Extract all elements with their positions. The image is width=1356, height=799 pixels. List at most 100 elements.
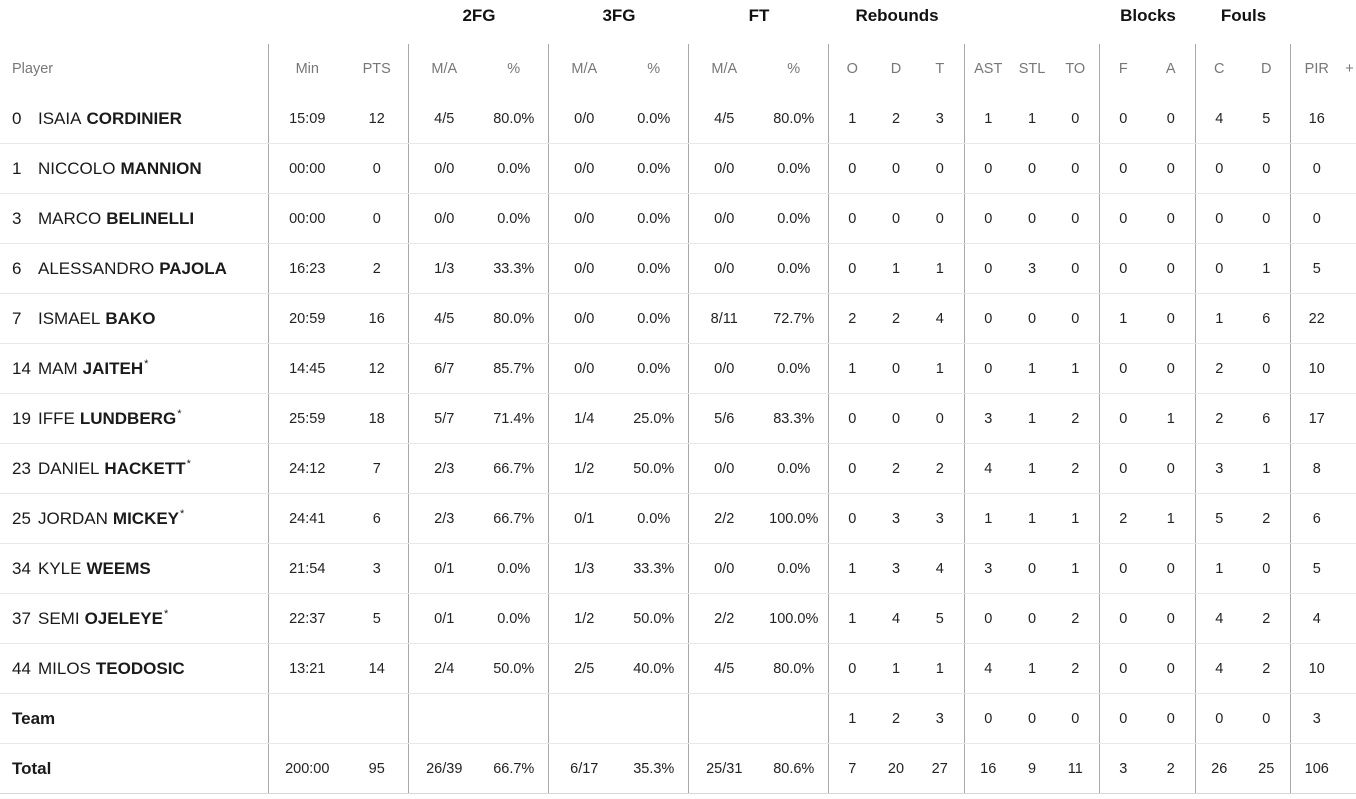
col-blk-a[interactable]: A xyxy=(1165,61,1176,77)
col-ast[interactable]: AST xyxy=(963,44,1012,94)
cell-3fg-pct: 0.0% xyxy=(620,293,688,344)
cell-to: 2 xyxy=(1052,443,1099,494)
player-last-name: MICKEY xyxy=(112,508,180,528)
cell-blk-a: 0 xyxy=(1147,343,1195,394)
col-ft-pct[interactable]: % xyxy=(787,61,801,77)
col-2fg-pct[interactable]: % xyxy=(507,61,521,77)
cell-2fg-ma: 2/3 xyxy=(407,493,480,544)
cell-3fg-ma xyxy=(547,693,620,744)
cell-ft-pct: 80.6% xyxy=(760,743,828,794)
cell-to: 1 xyxy=(1052,493,1099,544)
cell-3fg-pct: 50.0% xyxy=(620,443,688,494)
cell-min: 20:59 xyxy=(267,293,346,344)
player-cell[interactable]: 3 MARCO BELINELLI xyxy=(0,193,268,244)
col-to[interactable]: TO xyxy=(1065,61,1086,77)
cell-2fg-pct: 71.4% xyxy=(480,393,548,444)
col-foul-c[interactable]: C xyxy=(1194,44,1243,94)
player-cell[interactable]: 14 MAM JAITEH* xyxy=(0,343,268,394)
cell-stl: 9 xyxy=(1012,743,1052,794)
cell-ft-ma: 25/31 xyxy=(687,743,760,794)
cell-min: 00:00 xyxy=(267,143,346,194)
cell-foul-c: 3 xyxy=(1194,443,1243,494)
cell-ft-ma: 0/0 xyxy=(687,343,760,394)
cell-3fg-pct xyxy=(620,693,688,744)
cell-reb-d: 0 xyxy=(876,393,916,444)
cell-reb-d: 3 xyxy=(876,493,916,544)
player-cell[interactable]: 19 IFFE LUNDBERG* xyxy=(0,393,268,444)
cell-ast: 0 xyxy=(963,343,1012,394)
cell-2fg-ma: 0/1 xyxy=(407,543,480,594)
col-reb-d[interactable]: D xyxy=(890,61,902,77)
player-cell[interactable]: 0 ISAIA CORDINIER xyxy=(0,94,268,144)
col-pts[interactable]: PTS xyxy=(362,61,391,77)
col-reb-t[interactable]: T xyxy=(935,61,945,77)
player-cell[interactable]: 44 MILOS TEODOSIC xyxy=(0,643,268,694)
player-cell[interactable]: 7 ISMAEL BAKO xyxy=(0,293,268,344)
player-number: 1 xyxy=(12,158,22,178)
player-first-name: MAM xyxy=(38,358,78,378)
cell-pir: 16 xyxy=(1289,94,1343,144)
col-2fg-ma[interactable]: M/A xyxy=(407,44,480,94)
col-ft-ma[interactable]: M/A xyxy=(687,44,760,94)
cell-foul-c: 5 xyxy=(1194,493,1243,544)
cell-to: 11 xyxy=(1052,743,1099,794)
cell-pts: 3 xyxy=(346,543,408,594)
cell-stl: 1 xyxy=(1012,94,1052,144)
player-cell[interactable]: 25 JORDAN MICKEY* xyxy=(0,493,268,544)
column-header-row: Player Min PTS M/A % M/A % M/A % O D T A… xyxy=(0,44,1356,94)
cell-ft-pct xyxy=(760,693,828,744)
col-3fg-pct[interactable]: % xyxy=(647,61,661,77)
col-foul-d[interactable]: D xyxy=(1261,61,1272,77)
cell-pts: 12 xyxy=(346,94,408,144)
cell-2fg-ma: 2/3 xyxy=(407,443,480,494)
cell-foul-d: 0 xyxy=(1243,693,1290,744)
player-last-name: LUNDBERG xyxy=(79,408,177,428)
player-cell[interactable]: 23 DANIEL HACKETT* xyxy=(0,443,268,494)
col-reb-o[interactable]: O xyxy=(827,44,876,94)
col-3fg-ma[interactable]: M/A xyxy=(547,44,620,94)
cell-blk-a: 0 xyxy=(1147,293,1195,344)
cell-2fg-ma: 5/7 xyxy=(407,393,480,444)
player-cell[interactable]: 34 KYLE WEEMS xyxy=(0,543,268,594)
player-last-name: OJELEYE xyxy=(84,608,163,628)
col-plus[interactable]: + xyxy=(1345,61,1354,77)
table-row: 6 ALESSANDRO PAJOLA 16:23 2 1/3 33.3% 0/0 … xyxy=(0,243,1356,294)
player-number: 7 xyxy=(12,308,22,328)
col-blk-f[interactable]: F xyxy=(1098,44,1147,94)
table-row: 0 ISAIA CORDINIER 15:09 12 4/5 80.0% 0/0 0… xyxy=(0,94,1356,144)
cell-2fg-pct xyxy=(480,693,548,744)
player-cell[interactable]: 6 ALESSANDRO PAJOLA xyxy=(0,243,268,294)
cell-ft-ma: 0/0 xyxy=(687,443,760,494)
cell-pir: 0 xyxy=(1289,193,1343,244)
col-min[interactable]: Min xyxy=(267,44,346,94)
cell-ft-ma: 8/11 xyxy=(687,293,760,344)
cell-foul-c: 0 xyxy=(1194,243,1243,294)
col-player[interactable]: Player xyxy=(12,61,54,77)
player-cell[interactable]: 1 NICCOLO MANNION xyxy=(0,143,268,194)
cell-plus xyxy=(1343,593,1356,644)
cell-pir: 4 xyxy=(1289,593,1343,644)
cell-3fg-pct: 0.0% xyxy=(620,193,688,244)
cell-2fg-ma: 26/39 xyxy=(407,743,480,794)
cell-reb-t: 3 xyxy=(916,693,964,744)
cell-stl: 0 xyxy=(1012,543,1052,594)
cell-min: 14:45 xyxy=(267,343,346,394)
cell-reb-t: 0 xyxy=(916,393,964,444)
cell-3fg-ma: 1/3 xyxy=(547,543,620,594)
cell-ft-ma: 2/2 xyxy=(687,493,760,544)
cell-stl: 1 xyxy=(1012,493,1052,544)
cell-reb-t: 3 xyxy=(916,94,964,144)
col-stl[interactable]: STL xyxy=(1018,61,1046,77)
cell-min: 13:21 xyxy=(267,643,346,694)
cell-foul-c: 0 xyxy=(1194,143,1243,194)
col-pir[interactable]: PIR xyxy=(1289,44,1343,94)
player-cell[interactable]: 37 SEMI OJELEYE* xyxy=(0,593,268,644)
table-row: 3 MARCO BELINELLI 00:00 0 0/0 0.0% 0/0 0.0… xyxy=(0,193,1356,244)
cell-3fg-ma: 0/0 xyxy=(547,243,620,294)
total-label: Total xyxy=(0,743,268,794)
cell-ast: 0 xyxy=(963,243,1012,294)
cell-reb-t: 5 xyxy=(916,593,964,644)
cell-plus xyxy=(1343,743,1356,794)
cell-blk-a: 1 xyxy=(1147,393,1195,444)
